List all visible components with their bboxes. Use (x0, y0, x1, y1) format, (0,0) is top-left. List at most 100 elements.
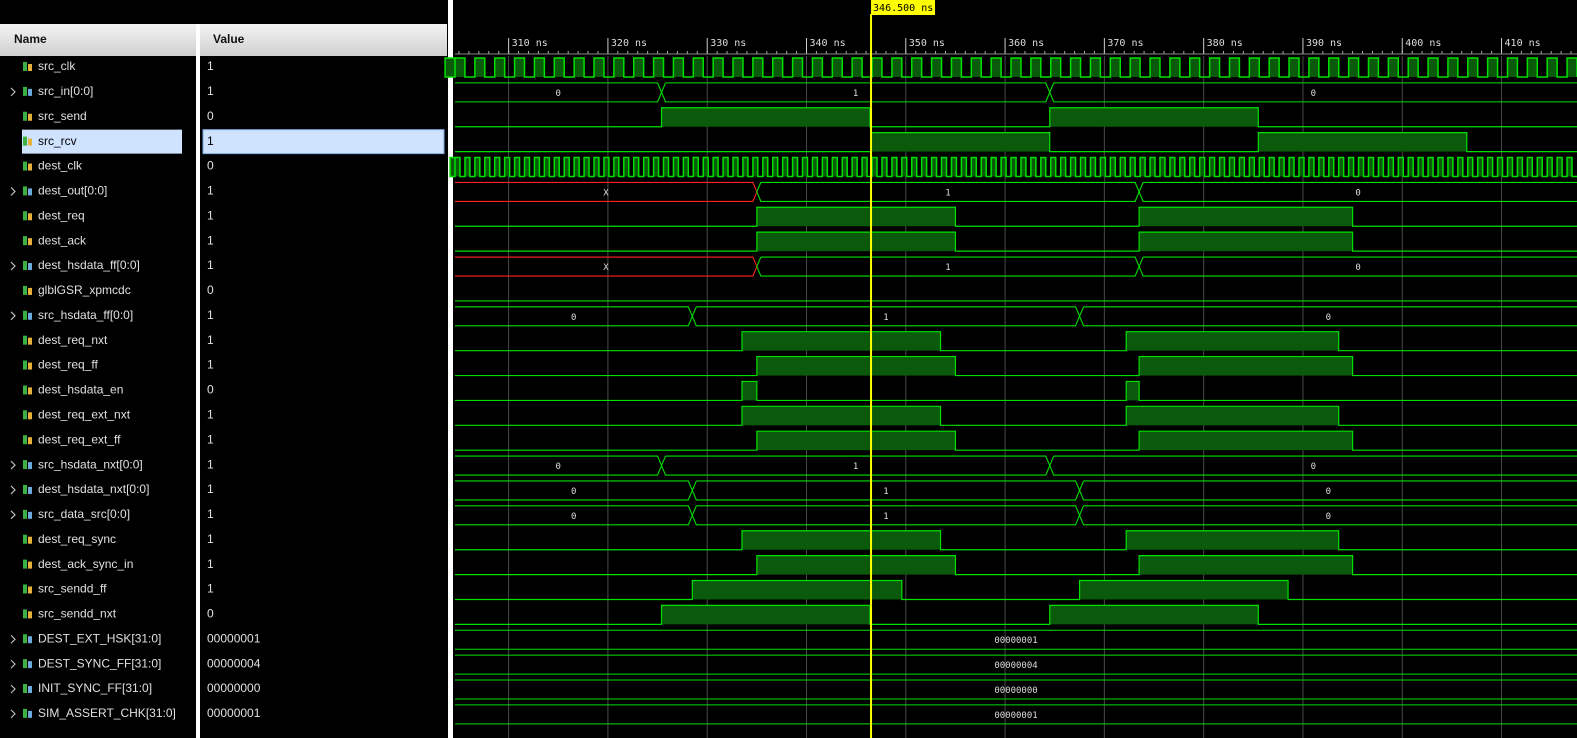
high-fill (1126, 530, 1339, 550)
clock-wave (449, 156, 1577, 178)
expand-arrow[interactable] (10, 709, 16, 719)
signal-name[interactable]: dest_hsdata_en (38, 383, 123, 397)
bus-segment (661, 455, 1051, 476)
expand-arrow[interactable] (10, 261, 16, 271)
signal-name[interactable]: dest_clk (38, 159, 83, 173)
bus-label: 00000001 (994, 711, 1037, 721)
icon-part (23, 410, 27, 420)
icon-part (28, 238, 32, 246)
signal-name[interactable]: dest_hsdata_nxt[0:0] (38, 482, 149, 496)
expand-arrow[interactable] (10, 311, 16, 321)
icon-part (28, 387, 32, 395)
bus-segment (1079, 480, 1577, 501)
bus-label: 00000004 (994, 661, 1037, 671)
signal-name[interactable]: glblGSR_xpmcdc (38, 283, 131, 297)
signal-icon (23, 285, 32, 295)
signal-name[interactable]: src_hsdata_ff[0:0] (38, 308, 133, 322)
high-fill (756, 555, 956, 575)
signal-name[interactable]: DEST_EXT_HSK[31:0] (38, 631, 161, 645)
signal-value: 1 (207, 557, 214, 571)
signal-name[interactable]: src_send (38, 109, 87, 123)
signal-value: 00000000 (207, 681, 261, 695)
bus-segment (455, 181, 758, 202)
ruler-label: 310 ns (512, 38, 548, 49)
signal-name[interactable]: dest_req (38, 208, 85, 222)
bus-segment (691, 480, 1081, 501)
bus-label: 0 (1355, 263, 1360, 273)
bit-wave (455, 579, 1577, 601)
icon-part (23, 261, 27, 271)
signal-name[interactable]: src_in[0:0] (38, 84, 93, 98)
icon-part (28, 636, 32, 644)
name-header[interactable] (0, 24, 196, 56)
cursor-label-box (871, 0, 936, 15)
expand-arrow[interactable] (10, 634, 16, 644)
bus-segment (1079, 505, 1577, 526)
cursor-label: 346.500 ns (873, 3, 933, 14)
signal-icon (23, 385, 32, 395)
signal-name[interactable]: SIM_ASSERT_CHK[31:0] (38, 706, 176, 720)
ruler-label: 390 ns (1306, 38, 1342, 49)
bus-segment (756, 181, 1140, 202)
bus-icon (23, 261, 32, 271)
signal-name[interactable]: dest_req_sync (38, 532, 116, 546)
bus-icon (23, 509, 32, 519)
signal-name[interactable]: dest_ack_sync_in (38, 557, 133, 571)
expand-arrow[interactable] (10, 186, 16, 196)
signal-name[interactable]: dest_req_ext_ff (38, 432, 121, 446)
signal-name[interactable]: src_sendd_ff (38, 582, 107, 596)
bus-label: 0 (1326, 487, 1331, 497)
signal-name[interactable]: dest_out[0:0] (38, 184, 107, 198)
bus-label: 1 (945, 263, 950, 273)
signal-name[interactable]: DEST_SYNC_FF[31:0] (38, 656, 161, 670)
signal-name[interactable]: INIT_SYNC_FF[31:0] (38, 681, 152, 695)
signal-name[interactable]: dest_req_nxt (38, 333, 108, 347)
signal-name[interactable]: src_rcv (38, 134, 77, 148)
expand-arrow[interactable] (10, 510, 16, 520)
signal-value: 1 (207, 358, 214, 372)
signal-value: 1 (207, 258, 214, 272)
value-header[interactable] (200, 24, 447, 56)
expand-arrow[interactable] (10, 684, 16, 694)
ruler-label: 370 ns (1107, 38, 1143, 49)
bus-segment (756, 256, 1140, 277)
signal-value: 1 (207, 407, 214, 421)
high-fill (871, 132, 1050, 152)
bus-segment (1079, 306, 1577, 327)
expand-arrow[interactable] (10, 485, 16, 495)
bus-label: 0 (556, 462, 561, 472)
expand-arrow[interactable] (10, 460, 16, 470)
signal-name[interactable]: src_sendd_nxt (38, 607, 117, 621)
high-fill (756, 356, 956, 376)
signal-name[interactable]: dest_ack (38, 233, 87, 247)
bus-segment (455, 679, 1577, 700)
signal-name[interactable]: dest_req_ff (38, 358, 98, 372)
icon-part (28, 511, 32, 519)
bus-segment (455, 704, 1577, 725)
signal-icon (23, 584, 32, 594)
icon-part (23, 161, 27, 171)
expand-arrow[interactable] (10, 87, 16, 97)
bus-label: 0 (556, 89, 561, 99)
icon-part (28, 686, 32, 693)
bus-segment (455, 256, 758, 277)
signal-name[interactable]: src_clk (38, 59, 76, 73)
bus-label: 1 (883, 313, 888, 323)
signal-name[interactable]: dest_hsdata_ff[0:0] (38, 258, 140, 272)
bus-label: 1 (883, 487, 888, 497)
signal-name[interactable]: dest_req_ext_nxt (38, 407, 131, 421)
icon-part (23, 310, 27, 320)
signal-value: 00000004 (207, 656, 261, 670)
expand-arrow[interactable] (10, 659, 16, 669)
icon-part (28, 188, 32, 196)
icon-part (23, 285, 27, 295)
signal-name[interactable]: src_data_src[0:0] (38, 507, 130, 521)
icon-part (28, 263, 32, 271)
icon-part (23, 460, 27, 470)
name-header-label: Name (14, 32, 47, 46)
signal-name[interactable]: src_hsdata_nxt[0:0] (38, 457, 143, 471)
high-fill (661, 107, 871, 127)
signal-icon (23, 559, 32, 569)
signal-icon (23, 335, 32, 345)
bus-label: 1 (853, 89, 858, 99)
